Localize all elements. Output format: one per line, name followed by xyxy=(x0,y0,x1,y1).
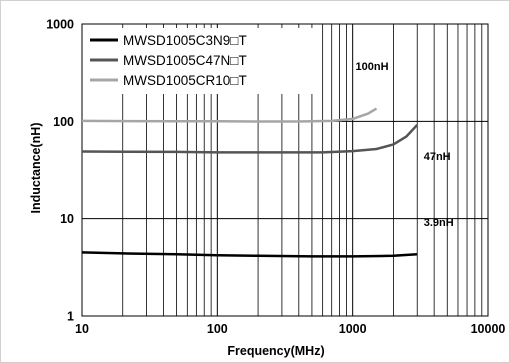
legend-label: MWSD1005C47N□T xyxy=(123,53,247,68)
legend-label: MWSD1005CR10□T xyxy=(123,73,247,88)
y-tick-label: 100 xyxy=(53,115,74,129)
y-tick-label: 1 xyxy=(67,310,74,324)
annotations: 100nH 47nH 3.9nH xyxy=(356,61,454,229)
x-tick-label: 10000 xyxy=(471,322,506,336)
annotation-label: 100nH xyxy=(356,61,389,73)
y-tick-label: 10 xyxy=(60,212,74,226)
x-axis-label: Frequency(MHz) xyxy=(227,344,324,358)
series-line-3 xyxy=(81,107,378,123)
x-tick-label: 100 xyxy=(207,322,228,336)
x-tick-label: 1000 xyxy=(339,322,367,336)
series-line-2 xyxy=(81,124,419,154)
y-tick-label: 1000 xyxy=(46,18,74,32)
x-tick-label: 10 xyxy=(75,322,89,336)
series-lines xyxy=(81,107,419,258)
annotation-label: 47nH xyxy=(424,151,451,163)
plot-area xyxy=(81,23,489,317)
series-line-1 xyxy=(81,251,418,258)
legend: MWSD1005C3N9□T MWSD1005C47N□T MWSD1005CR10… xyxy=(86,28,316,94)
legend-background xyxy=(86,28,316,94)
annotation-label: 3.9nH xyxy=(424,217,454,229)
legend-label: MWSD1005C3N9□T xyxy=(123,33,247,48)
y-axis-label: Inductance(nH) xyxy=(29,123,43,214)
